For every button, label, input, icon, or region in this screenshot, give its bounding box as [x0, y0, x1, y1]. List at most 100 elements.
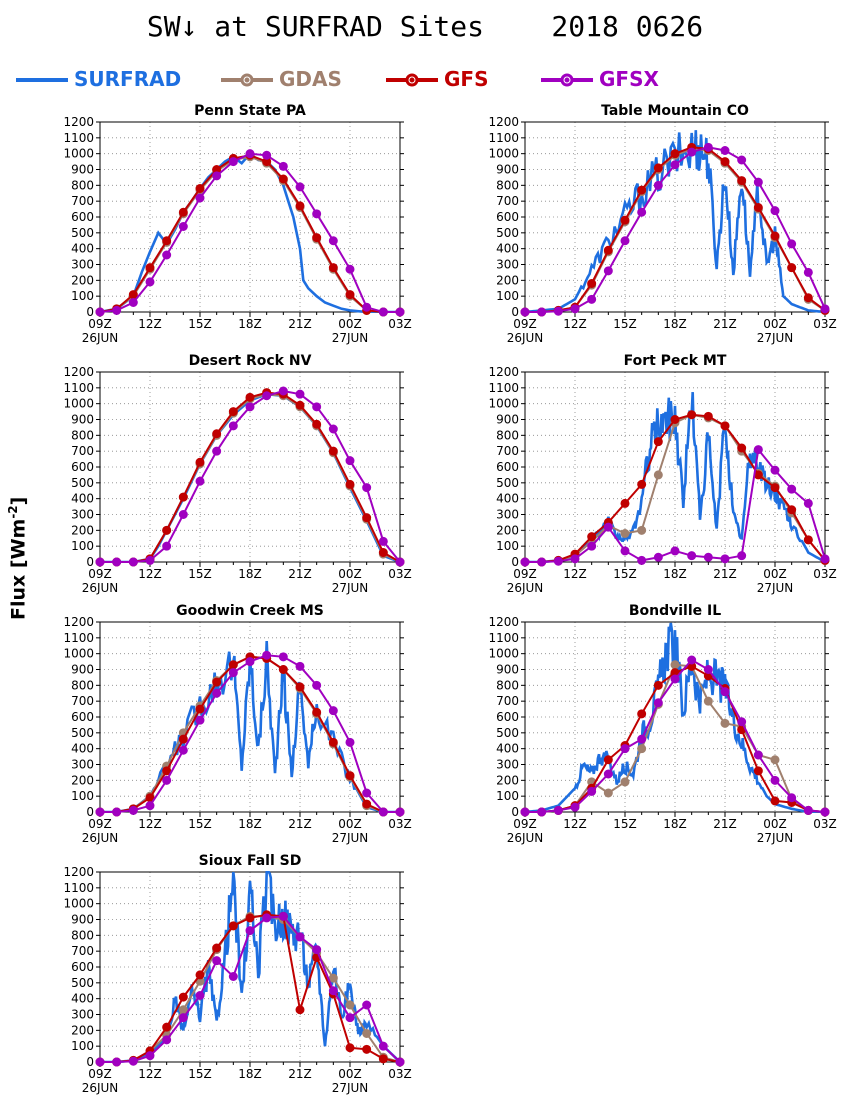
- y-tick-label: 1100: [488, 631, 519, 645]
- x-tick-label: 09Z: [88, 817, 112, 831]
- data-point-gfsx: [112, 1057, 122, 1067]
- data-point-gfsx: [653, 552, 663, 562]
- data-point-gfs: [378, 1054, 388, 1064]
- data-point-gfs: [720, 157, 730, 167]
- data-point-gfs: [328, 263, 338, 273]
- data-point-gfsx: [670, 546, 680, 556]
- data-point-gfsx: [345, 1013, 355, 1023]
- y-tick-label: 100: [71, 1039, 94, 1053]
- data-point-gfs: [770, 483, 780, 493]
- x-tick-label: 12Z: [563, 317, 587, 331]
- data-point-gfs: [212, 677, 222, 687]
- data-point-gfsx: [787, 793, 797, 803]
- data-point-gfsx: [245, 149, 255, 159]
- data-point-gfs: [753, 766, 763, 776]
- y-tick-label: 100: [71, 289, 94, 303]
- chart-title: Penn State PA: [194, 103, 306, 119]
- data-point-gfs: [737, 443, 747, 453]
- data-point-gfsx: [295, 932, 305, 942]
- data-point-gdas: [620, 777, 630, 787]
- data-point-gfsx: [737, 155, 747, 165]
- data-point-gfsx: [345, 456, 355, 466]
- data-point-gfs: [228, 921, 238, 931]
- legend-label-gfs: GFS: [444, 67, 489, 91]
- data-point-gfsx: [378, 536, 388, 546]
- data-point-gfsx: [112, 305, 122, 315]
- data-point-gfs: [295, 1005, 305, 1015]
- x-tick-label: 15Z: [188, 567, 212, 581]
- x-tick-label: 00Z: [763, 567, 787, 581]
- y-tick-label: 700: [71, 944, 94, 958]
- data-point-gfsx: [145, 801, 155, 811]
- y-tick-label: 100: [496, 539, 519, 553]
- data-point-gfsx: [362, 1000, 372, 1010]
- data-point-gfsx: [162, 775, 172, 785]
- x-tick-label: 21Z: [713, 567, 737, 581]
- y-tick-label: 200: [496, 523, 519, 537]
- data-point-gfsx: [687, 655, 697, 665]
- x-tick-label: 03Z: [813, 317, 837, 331]
- y-tick-label: 1000: [63, 897, 94, 911]
- y-tick-label: 600: [496, 210, 519, 224]
- x-date-label: 26JUN: [82, 1081, 119, 1095]
- y-tick-label: 1200: [63, 365, 94, 379]
- data-point-gfsx: [587, 294, 597, 304]
- x-date-label: 27JUN: [332, 331, 369, 345]
- data-point-gfsx: [178, 222, 188, 231]
- x-tick-label: 15Z: [613, 567, 637, 581]
- data-point-gfsx: [362, 302, 372, 312]
- data-point-gfs: [328, 737, 338, 747]
- data-point-gfsx: [703, 142, 713, 152]
- x-tick-label: 00Z: [763, 317, 787, 331]
- data-point-gfsx: [212, 688, 222, 698]
- data-point-gfs: [787, 505, 797, 515]
- data-point-gfsx: [787, 484, 797, 494]
- data-point-gfsx: [637, 555, 647, 565]
- data-point-gfs: [362, 513, 372, 523]
- data-point-gfsx: [245, 657, 255, 667]
- data-point-gfs: [295, 682, 305, 692]
- y-tick-label: 200: [71, 773, 94, 787]
- x-tick-label: 18Z: [238, 817, 262, 831]
- y-tick-label: 500: [71, 476, 94, 490]
- data-point-gfsx: [520, 807, 530, 817]
- data-point-gfsx: [278, 161, 288, 171]
- data-point-gfsx: [228, 157, 238, 167]
- y-tick-label: 800: [496, 678, 519, 692]
- data-point-gfsx: [212, 446, 222, 456]
- data-point-gfsx: [753, 445, 763, 455]
- data-point-gfs: [587, 279, 597, 288]
- data-point-gfs: [753, 203, 763, 212]
- data-point-gfsx: [553, 556, 563, 566]
- data-point-gfsx: [570, 802, 580, 812]
- y-tick-label: 0: [511, 555, 519, 569]
- legend-label-gfsx: GFSX: [599, 67, 659, 91]
- data-point-gfsx: [603, 266, 613, 276]
- data-point-gfsx: [703, 552, 713, 562]
- data-point-gdas: [345, 1000, 355, 1010]
- series-line-surfrad: [525, 130, 825, 313]
- y-tick-label: 400: [71, 742, 94, 756]
- x-tick-label: 12Z: [138, 817, 162, 831]
- y-tick-label: 500: [71, 726, 94, 740]
- data-point-gfs: [312, 233, 322, 243]
- data-point-gfsx: [553, 306, 563, 316]
- legend-swatch-surfrad: [16, 78, 68, 82]
- y-tick-label: 1100: [63, 631, 94, 645]
- data-point-gfs: [587, 532, 597, 542]
- x-tick-label: 21Z: [288, 817, 312, 831]
- data-point-gfsx: [770, 775, 780, 785]
- x-date-label: 26JUN: [507, 331, 544, 345]
- data-point-gfsx: [603, 522, 613, 532]
- y-tick-label: 700: [71, 444, 94, 458]
- data-point-gfsx: [395, 1057, 405, 1067]
- y-tick-label: 900: [71, 663, 94, 677]
- data-point-gfsx: [262, 150, 272, 160]
- data-point-gfsx: [570, 304, 580, 314]
- data-point-gfsx: [128, 557, 138, 567]
- series-line-gfsx: [525, 146, 825, 313]
- data-point-gdas: [637, 525, 647, 535]
- data-point-gfsx: [228, 972, 238, 981]
- x-tick-label: 03Z: [388, 1067, 412, 1081]
